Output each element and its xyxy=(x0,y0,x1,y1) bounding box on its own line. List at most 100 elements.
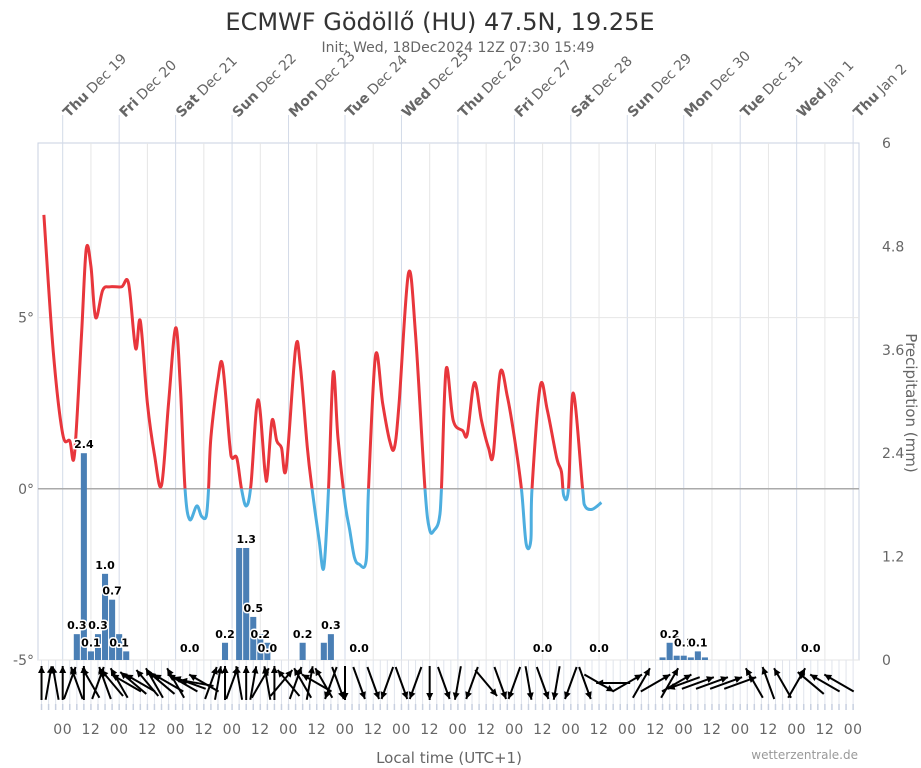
wind-arrow-head xyxy=(294,668,301,677)
wind-arrow-head xyxy=(324,691,331,699)
precip-label: 0.1 xyxy=(674,636,694,649)
day-date: Dec 19 xyxy=(84,51,130,97)
y-tick-left: 5° xyxy=(18,311,34,327)
x-tick: 12 xyxy=(251,722,270,738)
wind-arrow-head xyxy=(153,674,162,682)
day-weekday: Wed xyxy=(794,85,830,121)
precip-bar xyxy=(257,634,264,660)
day-date: Dec 31 xyxy=(760,52,806,98)
wind-arrow-head xyxy=(111,674,120,682)
wind-arrow-head xyxy=(82,668,89,677)
x-tick: 00 xyxy=(279,722,298,738)
precip-bar xyxy=(327,634,334,660)
wind-arrow-head xyxy=(605,684,614,692)
wind-arrow-head xyxy=(221,666,229,673)
precip-bar xyxy=(666,642,673,660)
wind-arrow-head xyxy=(706,676,714,683)
wind-arrow-head xyxy=(526,692,534,700)
wind-arrow-head xyxy=(189,674,197,682)
wind-arrow-head xyxy=(242,666,250,673)
precip-bar xyxy=(694,651,701,660)
wind-arrow-head xyxy=(285,669,293,678)
wind-arrow-head xyxy=(167,674,176,682)
temperature-line xyxy=(42,214,603,571)
y-tick-left: -5° xyxy=(13,653,34,669)
wind-arrow-head xyxy=(443,691,451,699)
precipitation-labels: 0.32.40.10.31.00.70.1 0.00.21.30.50.20.00… xyxy=(66,437,823,657)
precip-bar xyxy=(659,657,666,660)
y-axis-right-title: Precipitation (mm) xyxy=(902,333,920,472)
wind-arrows xyxy=(38,660,855,710)
wind-arrow-head xyxy=(671,668,679,677)
wind-arrow-head xyxy=(408,691,416,699)
day-date: Dec 30 xyxy=(708,48,754,94)
day-date: Dec 22 xyxy=(254,51,300,97)
x-tick: 00 xyxy=(674,722,693,738)
wind-arrow-head xyxy=(507,691,515,699)
precip-bar xyxy=(73,634,80,660)
day-label: FriDec 20 xyxy=(117,57,180,120)
y-tick-right: 2.4 xyxy=(882,446,904,462)
x-tick: 12 xyxy=(703,722,722,738)
wind-arrow-head xyxy=(136,669,144,678)
precip-label: 0.3 xyxy=(88,619,108,632)
day-date: Dec 20 xyxy=(134,57,180,103)
day-weekday: Tue xyxy=(343,90,374,121)
x-tick: 12 xyxy=(533,722,552,738)
precip-bar xyxy=(250,616,257,660)
x-tick: 12 xyxy=(646,722,665,738)
wind-arrow-head xyxy=(251,666,259,674)
y-tick-right: 1.2 xyxy=(882,550,904,566)
y-tick-right: 4.8 xyxy=(882,239,904,255)
wind-arrow-head xyxy=(564,691,571,699)
wind-arrow-head xyxy=(824,674,833,682)
day-weekday: Mon xyxy=(286,86,321,121)
wind-arrow-head xyxy=(216,666,224,674)
precip-label: 0.0 xyxy=(533,642,553,655)
x-tick: 00 xyxy=(731,722,750,738)
x-tick: 00 xyxy=(392,722,411,738)
wind-arrow-head xyxy=(307,666,315,674)
x-tick: 00 xyxy=(844,722,863,738)
chart-title: ECMWF Gödöllő (HU) 47.5N, 19.25E xyxy=(225,8,654,36)
day-label: WedJan 1 xyxy=(794,58,857,121)
x-tick: 00 xyxy=(561,722,580,738)
x-axis-title: Local time (UTC+1) xyxy=(376,749,522,767)
wind-arrow-head xyxy=(120,672,128,680)
day-date: Jan 2 xyxy=(874,61,911,98)
precip-label: 0.7 xyxy=(102,585,122,598)
wind-arrow-head xyxy=(341,693,349,700)
x-tick: 00 xyxy=(223,722,242,738)
temperature-below-zero xyxy=(183,488,603,571)
wind-arrow-head xyxy=(634,674,643,682)
wind-arrow-head xyxy=(452,692,460,700)
x-tick: 00 xyxy=(448,722,467,738)
wind-arrow-head xyxy=(797,672,806,680)
precip-label: 0.1 xyxy=(688,636,708,649)
day-weekday: Fri xyxy=(117,95,143,121)
x-tick: 12 xyxy=(194,722,213,738)
precip-bar xyxy=(264,642,271,660)
precip-label: 0.0 xyxy=(349,642,369,655)
day-weekday: Mon xyxy=(681,86,716,121)
precip-label: 2.4 xyxy=(74,438,94,451)
precip-bar xyxy=(221,642,229,660)
credit-text: wetterzentrale.de xyxy=(751,748,858,762)
day-label: ThuJan 2 xyxy=(851,61,911,121)
wind-arrow-head xyxy=(125,674,134,682)
wind-arrow-head xyxy=(380,691,388,699)
wind-arrow-head xyxy=(315,668,322,677)
wind-arrow-head xyxy=(50,666,58,674)
x-tick: 12 xyxy=(138,722,157,738)
day-weekday: Thu xyxy=(455,89,487,121)
wind-arrow-head xyxy=(500,691,507,699)
day-weekday: Wed xyxy=(399,85,435,121)
x-tick: 00 xyxy=(505,722,524,738)
precip-bar xyxy=(102,573,109,660)
precip-bar xyxy=(320,642,327,660)
precip-bar xyxy=(687,657,694,660)
plot-area xyxy=(37,142,860,661)
precip-bar xyxy=(701,657,708,660)
precip-label: 0.2 xyxy=(215,628,235,641)
